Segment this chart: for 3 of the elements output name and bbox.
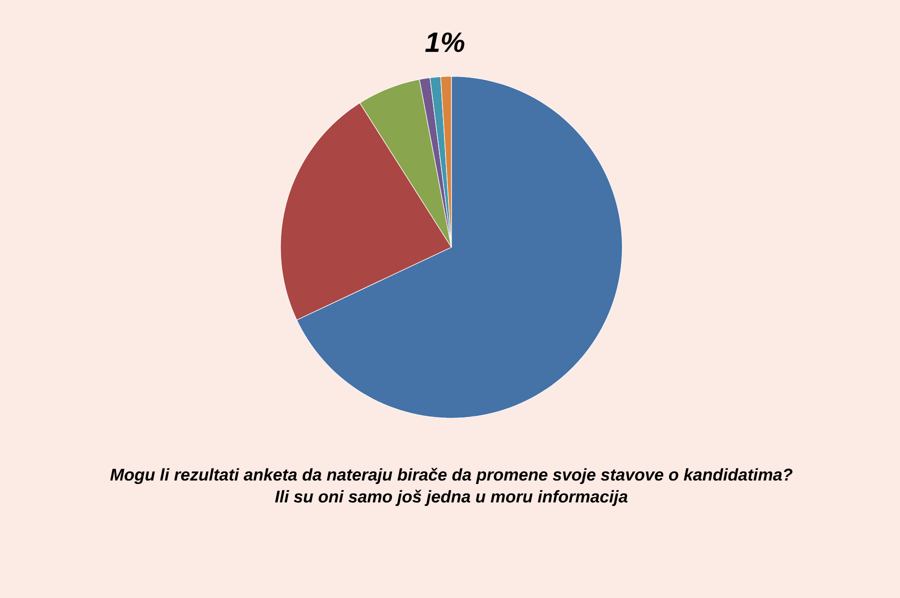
text: Ili su oni samo još jedna u moru informacija [275, 490, 628, 506]
data-label: 1% [425, 32, 464, 52]
text: Mogu li rezultati anketa da nateraju birače da promene svoje stavove o kandidatima? [110, 468, 792, 484]
